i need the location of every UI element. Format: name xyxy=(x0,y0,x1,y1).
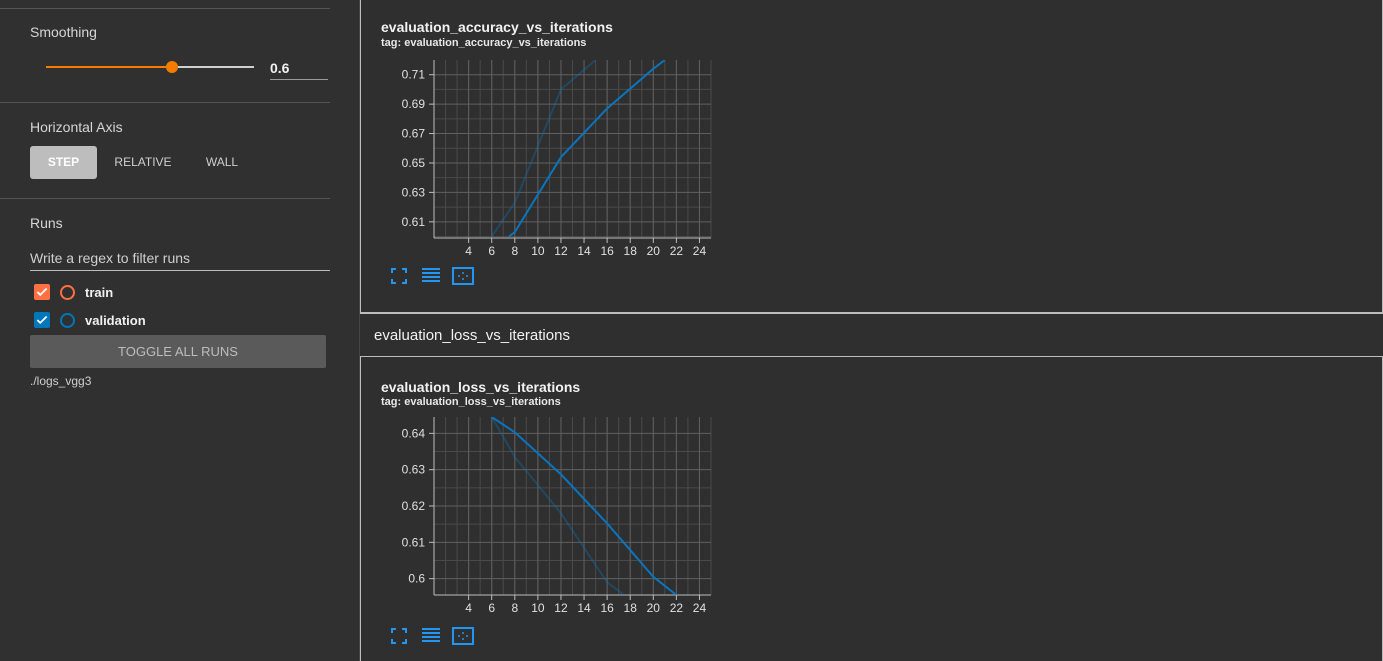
data-table-icon[interactable] xyxy=(420,625,442,647)
x-tick-label: 12 xyxy=(554,244,568,258)
accuracy-chart[interactable]: 4 6 8 10 12 14 16 18 20 22 24 0.61 0.63 0.65 0.67 0.69 0… xyxy=(381,60,741,260)
x-tick-label: 8 xyxy=(511,244,518,258)
y-tick-label: 0.61 xyxy=(402,535,426,549)
y-tick-label: 0.62 xyxy=(402,499,426,513)
x-tick-label: 20 xyxy=(647,601,661,615)
run-label-validation: validation xyxy=(85,312,146,328)
smoothing-slider-fill xyxy=(46,66,171,68)
run-label-train: train xyxy=(85,284,114,300)
x-tick-label: 20 xyxy=(647,244,661,258)
series-line xyxy=(490,417,625,595)
chart-title: evaluation_accuracy_vs_iterations xyxy=(381,19,613,35)
checkmark-icon xyxy=(36,315,48,325)
run-filter-input[interactable] xyxy=(30,245,330,271)
divider xyxy=(0,102,330,103)
chart-svg[interactable]: 4 6 8 10 12 14 16 18 20 22 24 0.61 0.63 0.65 0.67 0.69 0… xyxy=(381,60,741,260)
x-tick-label: 10 xyxy=(531,244,545,258)
checkmark-icon xyxy=(36,287,48,297)
axis-relative-button[interactable]: RELATIVE xyxy=(114,155,172,169)
smoothing-value-input[interactable] xyxy=(270,57,328,80)
toggle-all-runs-button[interactable]: TOGGLE ALL RUNS xyxy=(30,335,326,368)
tag-group-header[interactable]: evaluation_loss_vs_iterations xyxy=(360,313,1383,357)
x-tick-label: 4 xyxy=(465,244,472,258)
runs-label: Runs xyxy=(30,215,63,231)
chart-actions xyxy=(388,265,474,287)
y-tick-label: 0.61 xyxy=(402,215,426,229)
axis-wall-button[interactable]: WALL xyxy=(205,155,239,169)
log-directory-label: ./logs_vgg3 xyxy=(30,374,92,388)
x-tick-label: 22 xyxy=(670,601,684,615)
smoothing-slider-thumb[interactable] xyxy=(165,61,178,73)
x-tick-label: 24 xyxy=(693,244,707,258)
chart-svg[interactable]: 4 6 8 10 12 14 16 18 20 22 24 0.6 0.61 0.62 0.63 0.64 xyxy=(381,417,741,617)
series-line xyxy=(491,417,678,595)
x-tick-label: 6 xyxy=(488,601,495,615)
y-tick-label: 0.63 xyxy=(402,185,426,199)
smoothing-label: Smoothing xyxy=(30,24,97,40)
validation-checkbox[interactable] xyxy=(34,312,50,328)
divider xyxy=(0,8,330,9)
run-color-circle xyxy=(60,284,75,300)
y-tick-label: 0.71 xyxy=(402,68,426,82)
run-row-validation[interactable]: validation xyxy=(34,311,146,329)
horizontal-axis-label: Horizontal Axis xyxy=(30,119,123,135)
fullscreen-icon[interactable] xyxy=(388,625,410,647)
x-tick-label: 8 xyxy=(511,601,518,615)
chart-card-loss: evaluation_loss_vs_iterations tag: evalu… xyxy=(360,357,1383,661)
train-checkbox[interactable] xyxy=(34,284,50,300)
x-tick-label: 6 xyxy=(488,244,495,258)
chart-title: evaluation_loss_vs_iterations xyxy=(381,379,581,395)
y-tick-label: 0.67 xyxy=(402,127,426,141)
main-panel: evaluation_accuracy_vs_iterations tag: e… xyxy=(360,0,1383,661)
chart-tag: tag: evaluation_loss_vs_iterations xyxy=(381,396,561,408)
x-tick-label: 18 xyxy=(624,244,638,258)
y-tick-label: 0.63 xyxy=(402,463,426,477)
x-tick-label: 14 xyxy=(577,244,591,258)
x-tick-label: 22 xyxy=(670,244,684,258)
x-tick-label: 24 xyxy=(693,601,707,615)
fullscreen-icon[interactable] xyxy=(388,265,410,287)
loss-chart[interactable]: 4 6 8 10 12 14 16 18 20 22 24 0.6 0.61 0.62 0.63 0.64 xyxy=(381,417,741,617)
y-tick-label: 0.69 xyxy=(402,97,426,111)
chart-tag: tag: evaluation_accuracy_vs_iterations xyxy=(381,37,587,49)
run-row-train[interactable]: train xyxy=(34,283,113,301)
series-line xyxy=(508,60,666,238)
x-tick-label: 12 xyxy=(554,601,568,615)
fit-domain-icon[interactable] xyxy=(452,265,474,287)
axis-step-button[interactable]: STEP xyxy=(30,146,97,179)
y-tick-label: 0.65 xyxy=(402,156,426,170)
chart-actions xyxy=(388,625,474,647)
x-tick-label: 10 xyxy=(531,601,545,615)
x-tick-label: 16 xyxy=(600,244,614,258)
sidebar: Smoothing Horizontal Axis STEP RELATIVE … xyxy=(0,0,360,661)
run-color-circle xyxy=(60,312,75,328)
x-tick-label: 14 xyxy=(577,601,591,615)
x-tick-label: 4 xyxy=(465,601,472,615)
chart-card-accuracy: evaluation_accuracy_vs_iterations tag: e… xyxy=(360,0,1383,313)
data-table-icon[interactable] xyxy=(420,265,442,287)
tag-group-title: evaluation_loss_vs_iterations xyxy=(374,327,570,344)
x-tick-label: 16 xyxy=(600,601,614,615)
series-line xyxy=(490,60,597,238)
y-tick-label: 0.64 xyxy=(402,426,426,440)
fit-domain-icon[interactable] xyxy=(452,625,474,647)
divider xyxy=(0,198,330,199)
y-tick-label: 0.6 xyxy=(408,572,425,586)
x-tick-label: 18 xyxy=(624,601,638,615)
